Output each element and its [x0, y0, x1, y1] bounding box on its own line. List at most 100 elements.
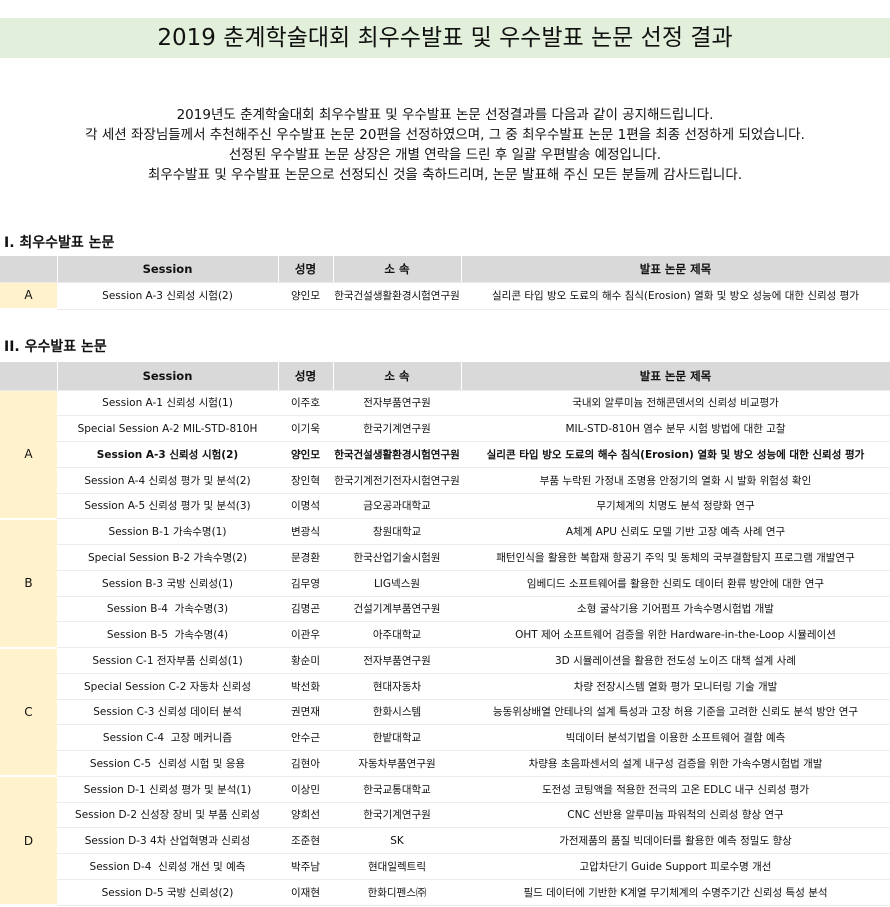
- cell: 한국교통대학교: [333, 776, 461, 803]
- header-cell: 소 속: [333, 362, 462, 391]
- cell: 전자부품연구원: [333, 647, 461, 674]
- table-row: A Session A-1 신뢰성 시험(1) 이주호 전자부품연구원 국내외 알루미늄…: [0, 390, 890, 520]
- table-row: C Session C-1 전자부품 신뢰성(1) 황순미 전자부품연구원 3D 시뮬레…: [0, 647, 890, 778]
- cell: 문경환: [278, 544, 333, 571]
- cell: 양인모: [278, 282, 333, 310]
- cell: Session A-3 신뢰성 시험(2): [57, 282, 278, 310]
- intro-line: 각 세션 좌장님들께서 추천해주신 우수발표 논문 20편을 선정하였으며, 그…: [85, 127, 805, 143]
- page-title: 2019 춘계학술대회 최우수발표 및 우수발표 논문 선정 결과: [0, 18, 890, 58]
- header-cell: 성명: [278, 362, 334, 391]
- cell: 권면재: [278, 699, 333, 726]
- cell: 안수근: [278, 724, 333, 751]
- intro-line: 최우수발표 및 우수발표 논문으로 선정되신 것을 축하드리며, 논문 발표해 …: [147, 167, 743, 183]
- cell: Session B-4 가속수명(3): [57, 596, 278, 623]
- cell: A체계 APU 신뢰도 모델 기반 고장 예측 사례 연구: [461, 518, 890, 545]
- cell: 패턴인식을 활용한 복합재 항공기 주익 및 동체의 국부결함탐지 프로그램 개…: [461, 544, 890, 571]
- cell: 도전성 코팅액을 적용한 전극의 고온 EDLC 내구 신뢰성 평가: [461, 776, 890, 803]
- section-title: II. 우수발표 논문: [4, 339, 107, 355]
- table-row: Session D-2 신성장 장비 및 부품 신뢰성 양희선 한국기계연구원 CNC…: [0, 802, 890, 829]
- cell: 3D 시뮬레이션을 활용한 전도성 노이즈 대책 설계 사례: [461, 647, 890, 674]
- cell: 이상민: [278, 776, 333, 803]
- cell: 전자부품연구원: [333, 390, 461, 417]
- cell: Session A-4 신뢰성 평가 및 분석(2): [57, 467, 278, 494]
- cell: 한국산업기술시험원: [333, 544, 461, 571]
- cell: 한국기계전기전자시험연구원: [333, 467, 461, 494]
- cell: Session D-4 신뢰성 개선 및 예측: [57, 853, 278, 880]
- header-row: Session 성명 소 속 발표 논문 제목: [0, 256, 890, 283]
- cell: Session A-5 신뢰성 평가 및 분석(3): [57, 493, 278, 520]
- cell: 실리콘 타입 방오 도료의 해수 침식(Erosion) 열화 및 방오 성능에…: [461, 441, 890, 468]
- cell: 이관우: [278, 621, 333, 648]
- cell: 고압차단기 Guide Support 피로수명 개선: [461, 853, 890, 880]
- cell: Session B-5 가속수명(4): [57, 621, 278, 648]
- cell: Session C-4 고장 메커니즘: [57, 724, 278, 751]
- cell: 자동차부품연구원: [333, 750, 461, 777]
- cell: 빅데이터 분석기법을 이용한 소프트웨어 결함 예측: [461, 724, 890, 751]
- cell: 실리콘 타입 방오 도료의 해수 침식(Erosion) 열화 및 방오 성능에…: [461, 282, 890, 310]
- cell: Session A-1 신뢰성 시험(1): [57, 390, 278, 417]
- cell: 차량용 초음파센서의 설계 내구성 검증을 위한 가속수명시험법 개발: [461, 750, 890, 777]
- cell: 김현아: [278, 750, 333, 777]
- table-row: Session A-3 신뢰성 시험(2) 양인모 한국건설생활환경시험연구원 실리콘…: [0, 441, 890, 468]
- table-row: Special Session A-2 MIL-STD-810H 이기욱 한국기계연…: [0, 415, 890, 442]
- cell: 한국기계연구원: [333, 415, 461, 442]
- intro-line: 2019년도 춘계학술대회 최우수발표 및 우수발표 논문 선정결과를 다음과 …: [176, 107, 714, 123]
- table-row: Session B-5 가속수명(4) 이관우 아주대학교 OHT 제어 소프트웨어 …: [0, 621, 890, 648]
- cell: 부품 누락된 가정내 조명용 안정기의 열화 시 발화 위험성 확인: [461, 467, 890, 494]
- cell: Session D-1 신뢰성 평가 및 분석(1): [57, 776, 278, 803]
- table-row: Special Session B-2 가속수명(2) 문경환 한국산업기술시험원 패…: [0, 544, 890, 571]
- cell: Special Session B-2 가속수명(2): [57, 544, 278, 571]
- table-row: Session D-4 신뢰성 개선 및 예측 박주남 현대일렉트릭 고압차단기 Gu…: [0, 853, 890, 880]
- cell: 이주호: [278, 390, 333, 417]
- intro: 2019년도 춘계학술대회 최우수발표 및 우수발표 논문 선정결과를 다음과 …: [0, 105, 890, 185]
- cell: Session D-3 4차 산업혁명과 신뢰성: [57, 827, 278, 854]
- cell: Session B-3 국방 신뢰성(1): [57, 570, 278, 597]
- table-row: Session C-3 신뢰성 데이터 분석 권면재 한화시스템 능동위상배열 안테나…: [0, 699, 890, 726]
- cell: 아주대학교: [333, 621, 461, 648]
- table-row: B Session B-1 가속수명(1) 변광식 창원대학교 A체계 APU 신뢰도 …: [0, 518, 890, 649]
- table-row: D Session D-1 신뢰성 평가 및 분석(1) 이상민 한국교통대학교 도전성…: [0, 776, 890, 906]
- group-cell: D: [0, 776, 57, 906]
- group-cell: B: [0, 518, 57, 649]
- header-cell: [0, 362, 58, 391]
- cell: 한국기계연구원: [333, 802, 461, 829]
- group-cell: C: [0, 647, 57, 778]
- cell: 이기욱: [278, 415, 333, 442]
- table-row: Session D-3 4차 산업혁명과 신뢰성 조준현 SK 가전제품의 품질 빅데…: [0, 827, 890, 854]
- cell: 현대자동차: [333, 673, 461, 700]
- table-row: Session A-4 신뢰성 평가 및 분석(2) 장인혁 한국기계전기전자시험연…: [0, 467, 890, 494]
- intro-line: 선정된 우수발표 논문 상장은 개별 연락을 드린 후 일괄 우편발송 예정입니…: [228, 147, 662, 163]
- cell: 김무영: [278, 570, 333, 597]
- cell: 능동위상배열 안테나의 설계 특성과 고장 허용 기준을 고려한 신뢰도 분석 …: [461, 699, 890, 726]
- cell: 임베디드 소프트웨어를 활용한 신뢰도 데이터 환류 방안에 대한 연구: [461, 570, 890, 597]
- header-cell: 발표 논문 제목: [461, 256, 890, 283]
- cell: 양인모: [278, 441, 333, 468]
- cell: Special Session A-2 MIL-STD-810H: [57, 415, 278, 442]
- header-cell: 성명: [278, 256, 334, 283]
- cell: 변광식: [278, 518, 333, 545]
- cell: 이재현: [278, 879, 333, 906]
- header-cell: 발표 논문 제목: [461, 362, 890, 391]
- header-cell: Session: [57, 362, 279, 391]
- table-row: Session B-4 가속수명(3) 김명곤 건설기계부품연구원 소형 굴삭기용 기…: [0, 596, 890, 623]
- cell: 소형 굴삭기용 기어펌프 가속수명시험법 개발: [461, 596, 890, 623]
- header-row: Session 성명 소 속 발표 논문 제목: [0, 362, 890, 391]
- cell: Session A-3 신뢰성 시험(2): [57, 441, 278, 468]
- cell: 가전제품의 품질 빅데이터를 활용한 예측 정밀도 향상: [461, 827, 890, 854]
- table-row: Session D-5 국방 신뢰성(2) 이재현 한화디펜스㈜ 필드 데이터에 기반…: [0, 879, 890, 906]
- cell: 금오공과대학교: [333, 493, 461, 520]
- cell: SK: [333, 827, 461, 854]
- cell: 김명곤: [278, 596, 333, 623]
- excellent-table: Session 성명 소 속 발표 논문 제목 A Session A-1 신뢰성 시험(…: [0, 362, 890, 906]
- header-cell: 소 속: [333, 256, 462, 283]
- cell: 조준현: [278, 827, 333, 854]
- cell: Session D-5 국방 신뢰성(2): [57, 879, 278, 906]
- cell: 차량 전장시스템 열화 평가 모니터링 기술 개발: [461, 673, 890, 700]
- table-row: Session C-4 고장 메커니즘 안수근 한밭대학교 빅데이터 분석기법을 이용…: [0, 724, 890, 751]
- cell: 한국건설생활환경시험연구원: [333, 282, 461, 310]
- cell: Special Session C-2 자동차 신뢰성: [57, 673, 278, 700]
- header-cell: [0, 256, 58, 283]
- cell: Session C-5 신뢰성 시험 및 응용: [57, 750, 278, 777]
- table-row: A Session A-3 신뢰성 시험(2) 양인모 한국건설생활환경시험연구원 실리…: [0, 282, 890, 310]
